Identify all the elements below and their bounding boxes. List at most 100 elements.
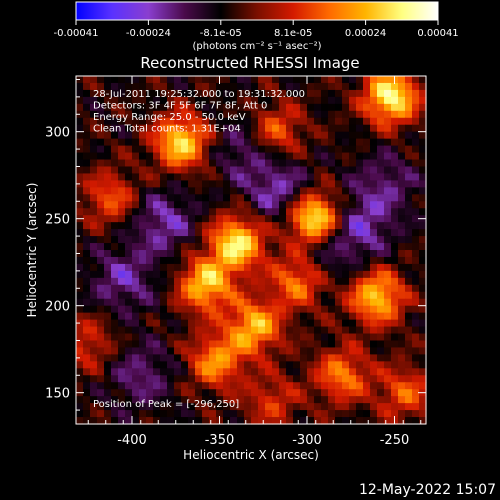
heatmap-cell	[209, 215, 217, 223]
heatmap-cell	[370, 124, 378, 133]
heatmap-cell	[384, 347, 392, 355]
heatmap-cell	[97, 89, 105, 98]
heatmap-cell	[146, 270, 154, 279]
heatmap-cell	[412, 417, 420, 425]
heatmap-cell	[328, 347, 336, 355]
heatmap-cell	[111, 82, 119, 91]
heatmap-cell	[279, 389, 287, 397]
heatmap-cell	[202, 110, 210, 119]
heatmap-cell	[286, 333, 294, 342]
heatmap-cell	[230, 319, 238, 328]
heatmap-cell	[139, 250, 147, 258]
heatmap-cell	[363, 194, 371, 202]
heatmap-cell	[314, 389, 322, 397]
heatmap-cell	[146, 305, 154, 314]
heatmap-cell	[76, 103, 84, 112]
heatmap-cell	[307, 201, 315, 209]
heatmap-cell	[391, 340, 399, 349]
heatmap-cell	[104, 131, 112, 140]
heatmap-cell	[195, 89, 203, 98]
heatmap-cell	[384, 284, 392, 293]
heatmap-cell	[132, 229, 140, 237]
heatmap-cell	[132, 291, 140, 300]
heatmap-cell	[300, 347, 308, 355]
heatmap-cell	[153, 291, 161, 300]
heatmap-cell	[174, 222, 182, 230]
heatmap-cell	[363, 250, 371, 258]
heatmap-cell	[251, 243, 259, 251]
heatmap-cell	[160, 417, 168, 425]
heatmap-cell	[104, 222, 112, 230]
heatmap-cell	[146, 173, 154, 181]
heatmap-cell	[181, 354, 189, 362]
heatmap-cell	[349, 389, 357, 397]
heatmap-cell	[307, 89, 315, 98]
heatmap-cell	[342, 410, 350, 418]
heatmap-cell	[272, 187, 280, 195]
heatmap-cell	[104, 410, 112, 418]
heatmap-cell	[237, 96, 245, 105]
heatmap-cell	[251, 263, 259, 272]
heatmap-cell	[244, 229, 252, 237]
heatmap-cell	[90, 403, 98, 411]
heatmap-cell	[237, 236, 245, 244]
heatmap-cell	[118, 159, 126, 168]
heatmap-cell	[174, 347, 182, 355]
heatmap-cell	[125, 145, 133, 154]
heatmap-cell	[391, 368, 399, 376]
heatmap-cell	[314, 222, 322, 230]
heatmap-cell	[153, 131, 161, 140]
heatmap-cell	[349, 277, 357, 286]
heatmap-cell	[153, 389, 161, 397]
heatmap-cell	[321, 117, 329, 126]
heatmap-cell	[405, 229, 413, 237]
heatmap-cell	[356, 152, 364, 161]
heatmap-cell	[90, 361, 98, 369]
heatmap-cell	[244, 340, 252, 349]
heatmap-cell	[132, 173, 140, 181]
heatmap-cell	[419, 194, 427, 202]
heatmap-cell	[412, 277, 420, 286]
heatmap-cell	[244, 131, 252, 140]
heatmap-cell	[321, 340, 329, 349]
heatmap-cell	[300, 76, 308, 84]
heatmap-cell	[370, 368, 378, 376]
heatmap-cell	[272, 152, 280, 161]
heatmap-cell	[167, 236, 175, 244]
heatmap-cell	[251, 333, 259, 342]
heatmap-cell	[209, 250, 217, 258]
heatmap-cell	[335, 166, 343, 175]
heatmap-cell	[139, 215, 147, 223]
heatmap-cell	[314, 250, 322, 258]
heatmap-cell	[377, 340, 385, 349]
heatmap-cell	[272, 389, 280, 397]
heatmap-cell	[279, 110, 287, 119]
heatmap-cell	[314, 229, 322, 237]
heatmap-cell	[307, 389, 315, 397]
heatmap-cell	[398, 215, 406, 223]
heatmap-cell	[258, 403, 266, 411]
heatmap-cell	[272, 208, 280, 216]
heatmap-cell	[188, 312, 196, 321]
heatmap-cell	[223, 305, 231, 314]
heatmap-cell	[412, 117, 420, 126]
heatmap-cell	[405, 312, 413, 321]
heatmap-cell	[188, 333, 196, 342]
heatmap-cell	[335, 89, 343, 98]
heatmap-cell	[321, 159, 329, 168]
heatmap-cell	[342, 375, 350, 383]
heatmap-cell	[118, 250, 126, 258]
heatmap-cell	[328, 89, 336, 98]
heatmap-cell	[349, 347, 357, 355]
heatmap-cell	[293, 187, 301, 195]
heatmap-cell	[167, 291, 175, 300]
heatmap-cell	[321, 243, 329, 251]
heatmap-cell	[146, 263, 154, 272]
heatmap-cell	[104, 277, 112, 286]
heatmap-cell	[146, 76, 154, 84]
heatmap-cell	[97, 354, 105, 362]
heatmap-cell	[153, 243, 161, 251]
heatmap-cell	[286, 166, 294, 175]
heatmap-cell	[237, 256, 245, 265]
heatmap-cell	[363, 403, 371, 411]
